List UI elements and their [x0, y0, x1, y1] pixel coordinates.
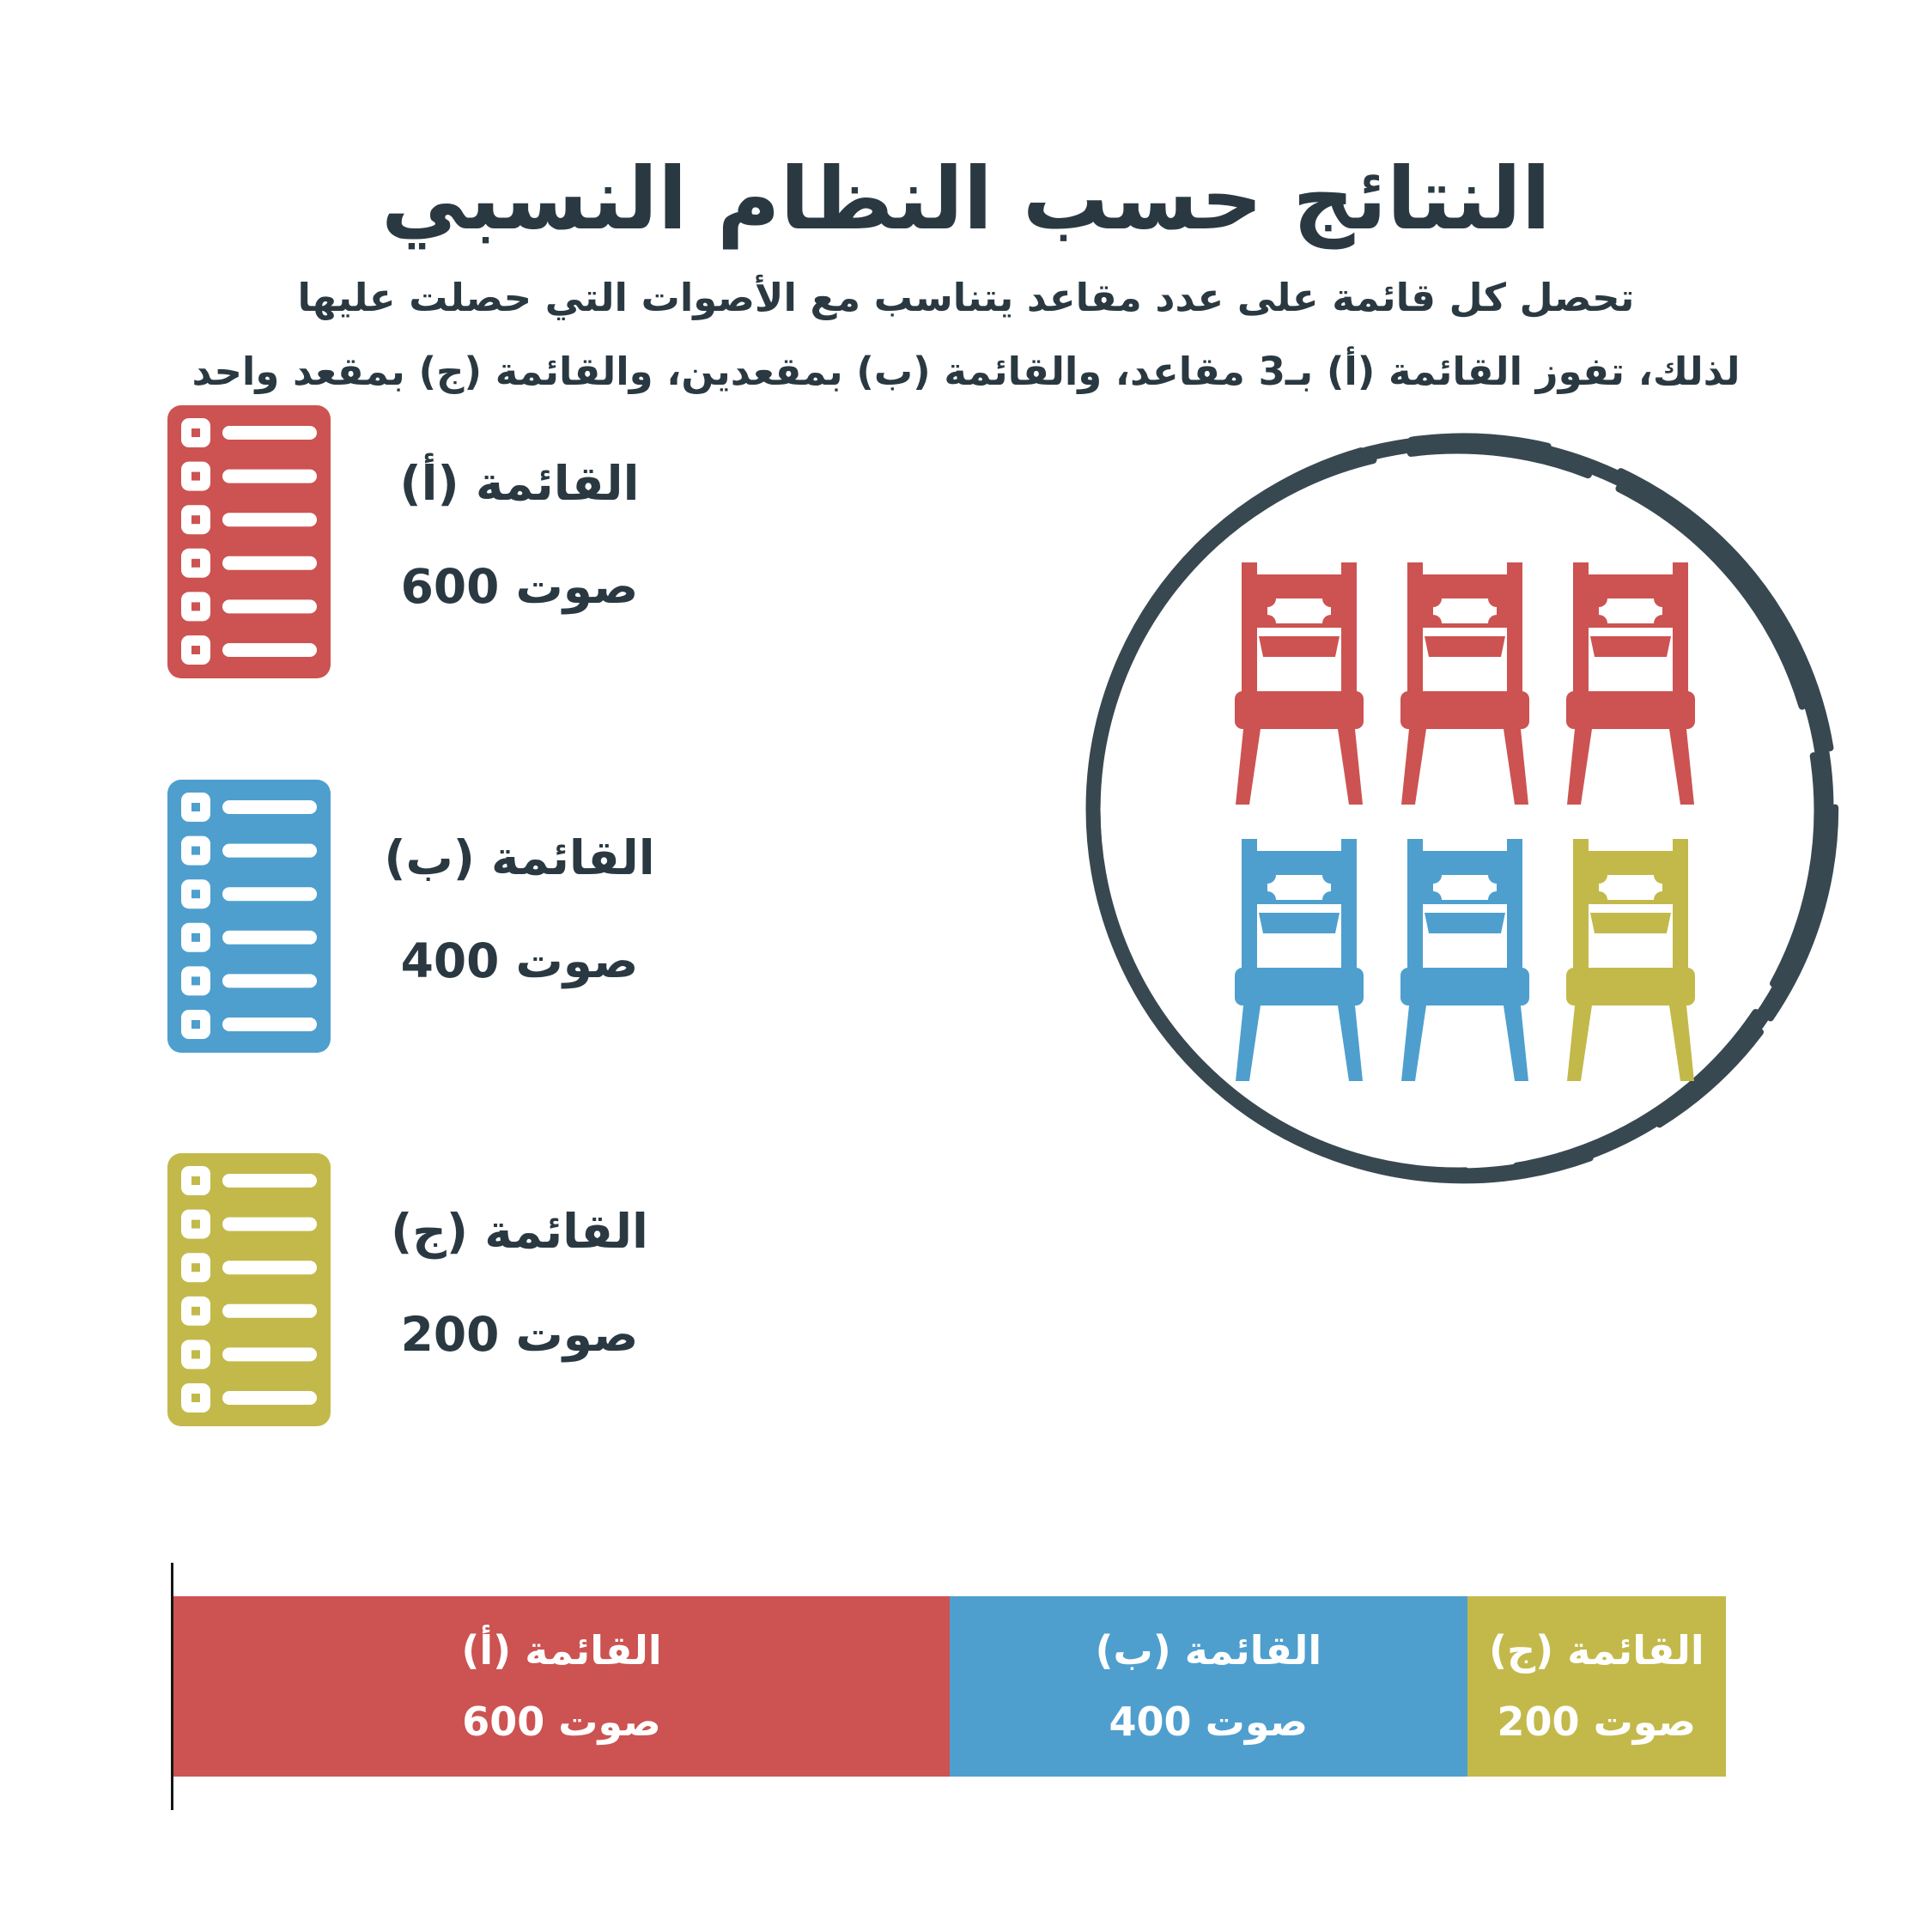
ballot-paper-icon: [167, 780, 331, 1053]
chairs-group: [1235, 562, 1695, 1081]
list-votes: 200 صوت: [400, 1307, 639, 1362]
bar-axis-line: [171, 1563, 173, 1810]
bar-segment-1: القائمة (أ) 600 صوت: [173, 1596, 950, 1777]
bar-segment-3: القائمة (ج) 200 صوت: [1467, 1596, 1726, 1777]
chair-icon: [1400, 562, 1529, 805]
bar-segment-name: القائمة (أ): [461, 1627, 662, 1674]
chair-icon: [1235, 562, 1364, 805]
subtitle-line-2: لذلك، تفوز القائمة (أ) بـ3 مقاعد، والقائ…: [191, 349, 1741, 394]
chair-icon: [1566, 839, 1695, 1081]
hand-drawn-circle-icon: [1085, 433, 1839, 1184]
chair-icon: [1566, 562, 1695, 805]
bar-segment-votes: 600 صوت: [462, 1698, 661, 1745]
vote-list-row-3: القائمة (ج) 200 صوت: [167, 1153, 751, 1426]
chair-icon: [1235, 839, 1364, 1081]
list-label: القائمة (ب) 400 صوت: [352, 829, 687, 989]
ballot-paper-icon: [167, 405, 331, 678]
parliament-seats-circle: [1085, 433, 1839, 1184]
bar-segment-name: القائمة (ج): [1488, 1627, 1704, 1674]
vote-list-row-1: القائمة (أ) 600 صوت: [167, 405, 751, 678]
list-votes: 600 صوت: [400, 559, 639, 614]
bar-segment-name: القائمة (ب): [1095, 1627, 1322, 1674]
bar-segment-2: القائمة (ب) 400 صوت: [950, 1596, 1467, 1777]
list-name: القائمة (ب): [384, 830, 655, 885]
list-label: القائمة (ج) 200 صوت: [352, 1203, 687, 1363]
ballot-paper-icon: [167, 1153, 331, 1426]
subtitle-line-1: تحصل كل قائمة على عدد مقاعد يتناسب مع ال…: [297, 275, 1635, 320]
stacked-bar: القائمة (أ) 600 صوت القائمة (ب) 400 صوت القا…: [173, 1596, 1726, 1777]
bar-segment-votes: 200 صوت: [1497, 1698, 1697, 1745]
bar-segment-votes: 400 صوت: [1109, 1698, 1309, 1745]
page-title: النتائج حسب النظام النسبي: [380, 149, 1552, 249]
list-votes: 400 صوت: [400, 933, 639, 988]
chair-icon: [1400, 839, 1529, 1081]
list-label: القائمة (أ) 600 صوت: [352, 455, 687, 615]
list-name: القائمة (أ): [399, 456, 640, 511]
list-name: القائمة (ج): [391, 1204, 648, 1259]
vote-list-row-2: القائمة (ب) 400 صوت: [167, 780, 751, 1053]
